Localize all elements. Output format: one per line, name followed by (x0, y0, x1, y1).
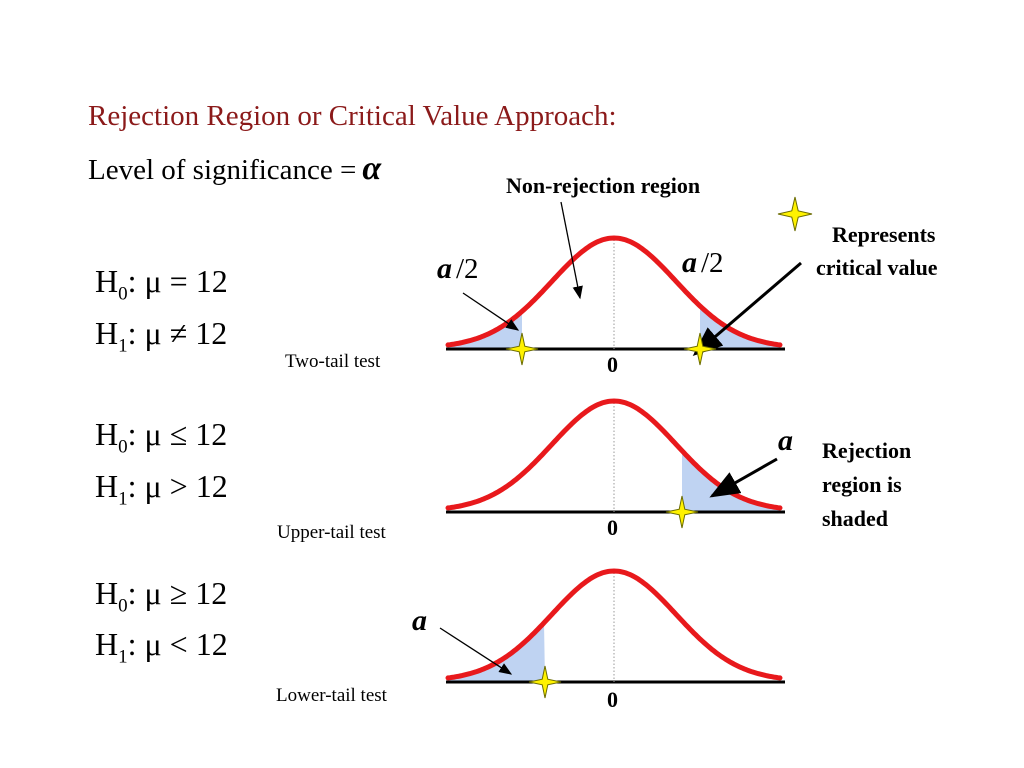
arrow-non-rejection (560, 201, 583, 300)
rejection-region-right-upper-tail (682, 450, 780, 511)
normal-curve-two-tail (445, 235, 783, 348)
arrow-alpha-lower (439, 627, 513, 675)
test-label-two-tail: Two-tail test (285, 351, 381, 372)
rejection-label-line3: shaded (822, 506, 889, 531)
hypothesis-h0-upper-tail: H0: μ ≤ 12 (95, 416, 228, 458)
represents-label-line2: critical value (816, 255, 938, 280)
rejection-region-left-lower-tail (448, 622, 545, 681)
slide-title: Rejection Region or Critical Value Appro… (88, 100, 617, 132)
arrow-alpha-half-left (462, 292, 520, 331)
critical-value-star-two-tail-1 (683, 332, 717, 366)
rejection-label-line1: Rejection (822, 438, 912, 463)
alpha-upper-label: a (778, 424, 793, 457)
critical-value-star-upper-tail-0 (665, 495, 699, 529)
test-label-lower-tail: Lower-tail test (276, 685, 387, 706)
significance-label: Level of significance = (88, 154, 357, 186)
zero-label-two-tail: 0 (607, 352, 618, 377)
hypothesis-h1-two-tail: H1: μ ≠ 12 (95, 315, 228, 357)
critical-value-star-two-tail-0 (505, 332, 539, 366)
alpha-symbol: α (362, 150, 382, 187)
rejection-label-line2: region is (822, 472, 902, 497)
hypothesis-h0-two-tail: H0: μ = 12 (95, 263, 228, 305)
hypothesis-h1-upper-tail: H1: μ > 12 (95, 468, 228, 510)
alpha-half-right-label: a/2 (682, 246, 724, 279)
arrow-rejection-shaded (709, 457, 778, 498)
zero-label-lower-tail: 0 (607, 687, 618, 712)
rejection-region-left-two-tail (448, 311, 522, 348)
critical-value-star-lower-tail-0 (528, 665, 562, 699)
zero-label-upper-tail: 0 (607, 515, 618, 540)
normal-curve-lower-tail (445, 568, 783, 681)
alpha-lower-label: a (412, 604, 427, 637)
non-rejection-label: Non-rejection region (506, 173, 701, 198)
hypothesis-h1-lower-tail: H1: μ < 12 (95, 626, 228, 668)
alpha-half-left-label: a/2 (437, 252, 479, 285)
arrow-represents-critical (692, 261, 802, 356)
legend-star-icon (777, 196, 813, 232)
hypothesis-h0-lower-tail: H0: μ ≥ 12 (95, 575, 228, 617)
test-label-upper-tail: Upper-tail test (277, 522, 386, 543)
significance-line: Level of significance = α (88, 150, 381, 188)
represents-label-line1: Represents (832, 222, 936, 247)
